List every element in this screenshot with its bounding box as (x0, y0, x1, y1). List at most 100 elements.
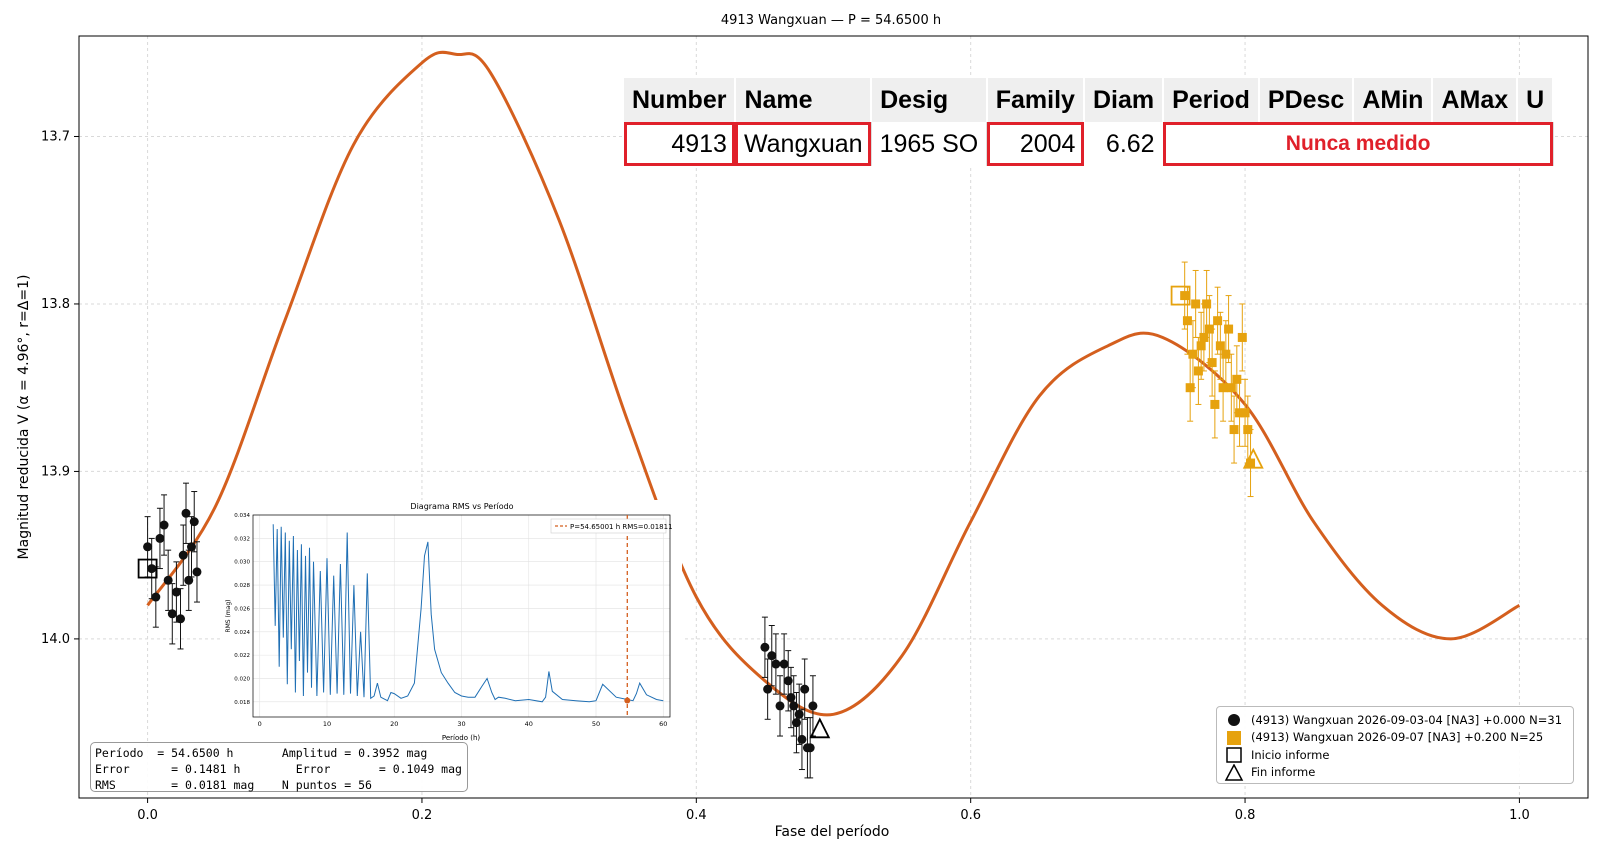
data-point-series-1 (167, 609, 177, 619)
inset-x-tick-label: 10 (323, 720, 331, 728)
inset-y-tick-label: 0.018 (234, 700, 250, 706)
end-marker (809, 717, 831, 739)
cell-desig: 1965 SO (871, 122, 988, 166)
data-point-series-1 (760, 642, 770, 652)
col-pdesc: PDesc (1258, 78, 1355, 122)
data-point-series-1 (181, 508, 191, 518)
inset-legend-label: P=54.65001 h RMS=0.01811 (570, 523, 673, 531)
inset-x-tick-label: 30 (457, 720, 465, 728)
plot-frame (78, 35, 1589, 799)
data-point-series-1 (189, 517, 199, 527)
col-amax: AMax (1432, 78, 1519, 122)
legend-label-series-2: (4913) Wangxuan 2026-09-07 [NA3] +0.200 … (1251, 730, 1544, 745)
x-tick-label: 0.6 (960, 808, 981, 823)
cell-diam: 6.62 (1083, 122, 1164, 166)
legend-circle-icon (1228, 714, 1240, 727)
data-point-series-1 (797, 734, 807, 744)
inset-y-tick-label: 0.030 (234, 560, 250, 566)
data-point-series-1 (805, 743, 815, 753)
asteroid-info-table: Number Name Desig Family Diam Period PDe… (624, 78, 1555, 166)
inset-x-label: Período (h) (442, 734, 481, 742)
inset-y-tick-label: 0.034 (234, 513, 250, 519)
col-desig: Desig (871, 78, 988, 122)
y-tick-label: 14.0 (41, 632, 70, 647)
data-point-series-2 (1182, 316, 1192, 326)
inset-x-ticks: 0 10 20 30 40 50 60 (258, 720, 668, 728)
data-point-series-1 (771, 659, 781, 669)
best-period-marker (624, 697, 631, 704)
data-point-series-2 (1196, 341, 1206, 351)
x-tick-label: 0.0 (137, 808, 158, 823)
data-point-series-1 (192, 567, 202, 577)
legend-label-series-1: (4913) Wangxuan 2026-09-03-04 [NA3] +0.0… (1251, 712, 1563, 727)
inset-frame (252, 514, 671, 718)
inset-x-tick-label: 40 (525, 720, 533, 728)
inset-y-label: RMS (mag) (225, 599, 232, 632)
inset-title: Diagrama RMS vs Período (410, 502, 513, 511)
fit-stats-box: Período = 54.6500 h Amplitud = 0.3952 ma… (90, 742, 468, 792)
data-point-series-2 (1215, 341, 1225, 351)
fit-curve-layer (146, 50, 1521, 717)
start-marker (1170, 285, 1191, 306)
col-period: Period (1163, 78, 1260, 122)
y-tick-label: 13.9 (41, 464, 70, 479)
data-point-series-1 (151, 592, 161, 602)
data-point-series-2 (1246, 458, 1256, 468)
inset-y-tick-label: 0.020 (234, 676, 250, 682)
data-point-series-2 (1226, 383, 1236, 393)
inset-x-tick-label: 50 (592, 720, 600, 728)
data-point-series-2 (1188, 349, 1198, 359)
inset-y-tick-label: 0.026 (234, 606, 250, 612)
data-point-series-2 (1180, 291, 1190, 301)
rms-period-inset: Diagrama RMS vs Período 0 10 20 30 40 50 60 0.… (220, 500, 682, 742)
col-number: Number (624, 78, 737, 122)
legend-open-triangle-icon (1224, 763, 1244, 781)
data-point-series-1 (163, 575, 173, 585)
legend-label-start: Inicio informe (1251, 747, 1330, 762)
inset-y-tick-label: 0.022 (234, 653, 250, 659)
x-tick-label: 0.4 (686, 808, 707, 823)
data-point-series-1 (184, 575, 194, 585)
data-point-series-1 (763, 684, 773, 694)
chart-title: 4913 Wangxuan — P = 54.6500 h (721, 13, 941, 28)
col-amin: AMin (1353, 78, 1434, 122)
legend-item-series-2: (4913) Wangxuan 2026-09-07 [NA3] +0.200 … (1223, 729, 1567, 747)
inset-y-tick-label: 0.024 (234, 630, 250, 636)
data-point-series-2 (1193, 366, 1203, 376)
legend-label-end: Fin informe (1251, 765, 1316, 780)
report-markers-layer (137, 285, 1264, 739)
end-marker (1242, 447, 1264, 469)
y-axis-ticks: 13.7 13.8 13.9 14.0 (41, 129, 79, 647)
inset-background (220, 500, 682, 742)
data-point-series-2 (1240, 408, 1250, 418)
data-point-series-1 (767, 651, 777, 661)
y-tick-label: 13.7 (41, 129, 70, 144)
x-tick-label: 1.0 (1509, 808, 1530, 823)
y-tick-label: 13.8 (41, 297, 70, 312)
inset-y-ticks: 0.018 0.020 0.022 0.024 0.026 0.028 0.030 0.032… (234, 513, 250, 706)
data-point-series-1 (775, 701, 785, 711)
inset-legend: P=54.65001 h RMS=0.01811 (550, 518, 673, 534)
cell-family: 2004 (986, 122, 1085, 166)
legend-square-icon (1227, 730, 1241, 745)
legend-open-square-icon (1226, 747, 1242, 763)
inset-x-tick-label: 0 (258, 720, 262, 728)
inset-legend-box (550, 518, 667, 534)
table-header-row: Number Name Desig Family Diam Period PDe… (624, 78, 1555, 122)
data-point-series-1 (779, 659, 789, 669)
legend: (4913) Wangxuan 2026-09-03-04 [NA3] +0.0… (1216, 706, 1574, 784)
fit-curve (146, 50, 1521, 717)
inset-y-tick-label: 0.032 (234, 536, 250, 542)
legend-item-end: Fin informe (1223, 763, 1567, 782)
data-point-series-2 (1221, 349, 1231, 359)
legend-item-start: Inicio informe (1223, 746, 1567, 764)
data-point-series-1 (143, 542, 153, 552)
data-point-series-2 (1213, 316, 1223, 326)
legend-item-series-1: (4913) Wangxuan 2026-09-03-04 [NA3] +0.0… (1223, 711, 1567, 729)
start-marker (137, 558, 158, 579)
data-points-layer (143, 261, 1256, 779)
col-u: U (1517, 78, 1555, 122)
col-diam: Diam (1083, 78, 1165, 122)
data-point-series-2 (1224, 324, 1234, 334)
